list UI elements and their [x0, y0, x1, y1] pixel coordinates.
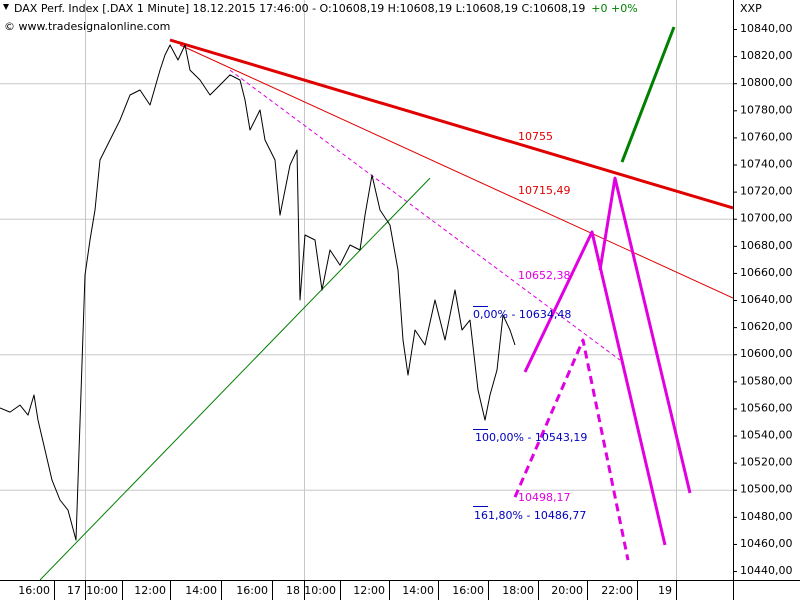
x-tick-label: 18:00	[502, 584, 534, 597]
drawing-line	[169, 38, 733, 210]
x-tick-label: 14:00	[402, 584, 434, 597]
y-tick-label: 10780,00	[740, 103, 793, 116]
x-tick-label: 12:00	[134, 584, 166, 597]
annotation: 100,00% - 10543,19	[475, 431, 587, 444]
y-tick-label: 10460,00	[740, 537, 793, 550]
x-tick-label: 14:00	[185, 584, 217, 597]
y-tick-label: 10520,00	[740, 456, 793, 469]
drawing-line	[39, 177, 431, 580]
y-tick-label: 10700,00	[740, 212, 793, 225]
x-tick-label: 20:00	[551, 584, 583, 597]
y-tick-label: 10580,00	[740, 374, 793, 387]
source-label: © www.tradesignalonline.com	[4, 20, 170, 33]
price-line	[0, 44, 516, 541]
y-tick-label: 10760,00	[740, 130, 793, 143]
drawing-line	[179, 44, 733, 299]
y-tick-label: 10820,00	[740, 49, 793, 62]
drawing-line	[523, 230, 667, 546]
y-tick-label: 10500,00	[740, 483, 793, 496]
y-tick-label: 10800,00	[740, 76, 793, 89]
x-tick-label: 17	[67, 584, 81, 597]
x-tick-label: 16:00	[236, 584, 268, 597]
annotation: 161,80% - 10486,77	[474, 509, 586, 522]
y-tick-label: 10680,00	[740, 239, 793, 252]
x-tick-label: 18	[286, 584, 300, 597]
y-tick-label: 10480,00	[740, 510, 793, 523]
annotation: 10715,49	[518, 184, 571, 197]
annotation: 0,00% - 10634,48	[473, 308, 571, 321]
annotation: 10755	[518, 130, 553, 143]
x-tick-label: 10:00	[86, 584, 118, 597]
change-label: +0 +0%	[591, 2, 637, 15]
annotation: 10498,17	[518, 491, 571, 504]
x-tick-label: 19	[658, 584, 672, 597]
y-tick-label: 10720,00	[740, 185, 793, 198]
y-tick-label: 10840,00	[740, 22, 793, 35]
drawing-line	[598, 176, 692, 494]
plot	[0, 26, 733, 580]
y-tick-label: 10640,00	[740, 293, 793, 306]
y-tick-label: 10560,00	[740, 401, 793, 414]
drawing-line	[620, 26, 676, 163]
x-tick-label: 12:00	[353, 584, 385, 597]
x-tick-label: 16:00	[452, 584, 484, 597]
y-tick-label: 10740,00	[740, 158, 793, 171]
grid	[0, 0, 733, 580]
x-tick-label: 22:00	[601, 584, 633, 597]
header-icon	[3, 4, 9, 10]
axes: 10440,00 10460,00 10480,00 10500,00 10520,00…	[18, 22, 793, 600]
drawing-line	[513, 338, 630, 561]
y-tick-label: 10540,00	[740, 429, 793, 442]
y-tick-label: 10620,00	[740, 320, 793, 333]
y-tick-label: 10600,00	[740, 347, 793, 360]
chart-title: DAX Perf. Index [.DAX 1 Minute] 18.12.20…	[14, 2, 585, 15]
fib-markers	[473, 306, 488, 507]
y-tick-label: 10440,00	[740, 564, 793, 577]
x-tick-label: 16:00	[18, 584, 50, 597]
y-tick-label: 10660,00	[740, 266, 793, 279]
axis-name: XXP	[740, 2, 762, 15]
x-tick-label: 10:00	[304, 584, 336, 597]
annotation: 10652,38	[518, 269, 571, 282]
